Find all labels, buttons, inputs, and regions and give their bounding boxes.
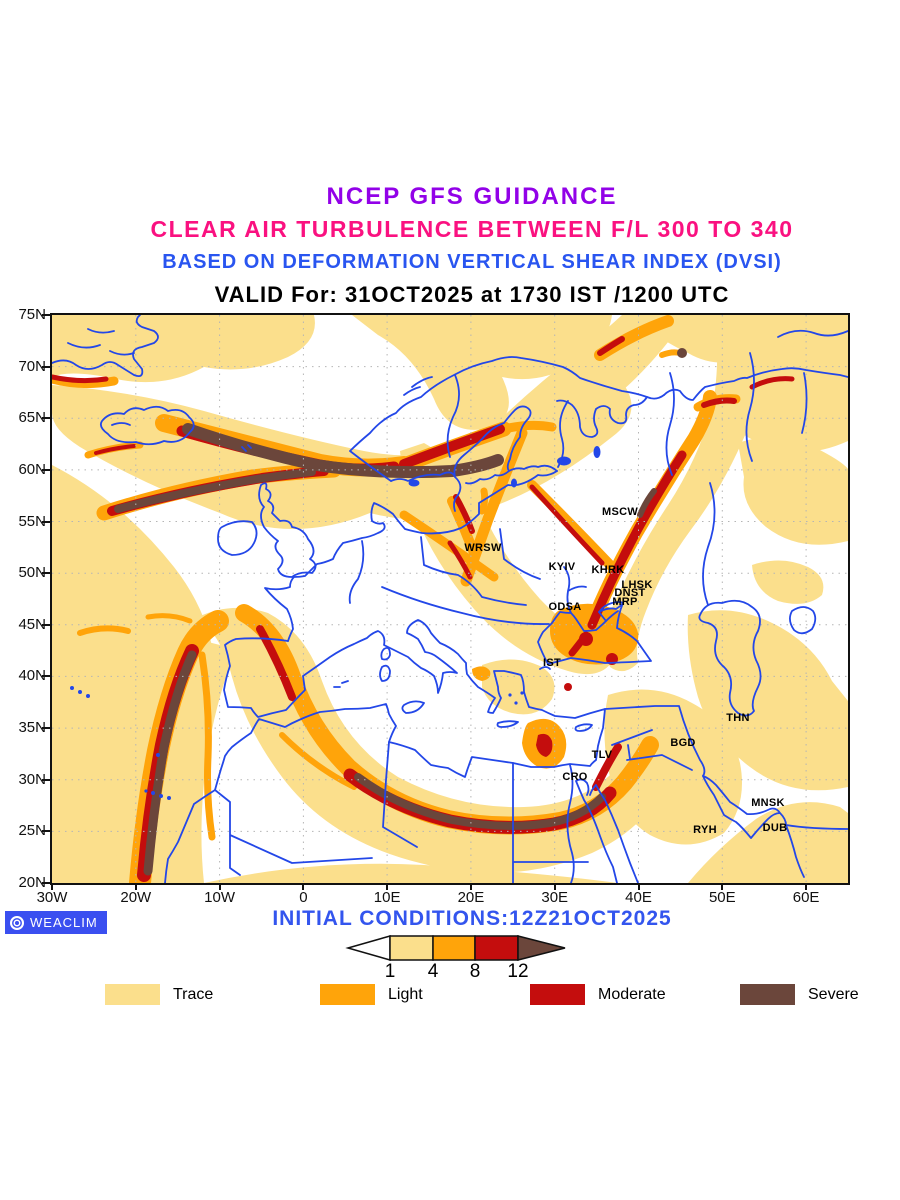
lat-tick	[42, 314, 50, 316]
lon-tick	[805, 883, 808, 890]
legend-item-light: Light	[320, 984, 423, 1005]
page-title: NCEP GFS GUIDANCE	[326, 183, 618, 210]
colorbar	[345, 935, 566, 961]
lat-axis-label: 60N	[18, 460, 46, 478]
lon-tick	[637, 883, 640, 890]
legend-swatch-severe	[740, 984, 795, 1005]
lon-axis-label: 30W	[36, 889, 68, 906]
lon-tick	[218, 883, 221, 890]
lat-tick	[42, 572, 50, 575]
lon-tick	[553, 883, 556, 890]
lat-tick	[42, 882, 50, 884]
lon-tick	[721, 883, 724, 890]
initial-conditions: INITIAL CONDITIONS:12Z21OCT2025	[272, 907, 672, 930]
logo-text: WEACLIM	[30, 915, 98, 930]
legend-swatch-moderate	[530, 984, 585, 1005]
legend-swatch-trace	[105, 984, 160, 1005]
legend-item-trace: Trace	[105, 984, 213, 1005]
lon-axis-label: 60E	[792, 889, 820, 906]
lat-tick	[42, 727, 50, 730]
lon-tick	[302, 883, 305, 890]
legend-swatch-light	[320, 984, 375, 1005]
legend-label: Moderate	[598, 985, 666, 1003]
lat-axis-label: 40N	[18, 667, 46, 685]
legend-label: Severe	[808, 985, 859, 1003]
legend-label: Trace	[173, 985, 214, 1003]
colorbar-seg-trace	[389, 935, 434, 961]
weaclim-logo: WEACLIM	[5, 911, 107, 934]
lat-tick	[42, 520, 50, 523]
lat-axis-label: 35N	[18, 719, 46, 737]
subtitle-turbulence: CLEAR AIR TURBULENCE BETWEEN F/L 300 TO …	[150, 216, 794, 242]
coastlines	[52, 315, 848, 883]
valid-time: VALID For: 31OCT2025 at 1730 IST /1200 U…	[214, 282, 730, 307]
lon-axis-label: 10W	[204, 889, 235, 906]
lat-tick	[42, 778, 50, 781]
lon-tick	[469, 883, 472, 890]
lat-tick	[42, 675, 50, 678]
severe-spots	[677, 348, 687, 358]
colorbar-seg-light	[432, 935, 476, 961]
turbulence-map	[52, 315, 848, 883]
colorbar-tick-label: 4	[427, 961, 439, 982]
lon-axis-label: 20W	[120, 889, 152, 906]
colorbar-tick-label: 1	[384, 961, 396, 982]
lon-axis-label: 50E	[708, 889, 736, 906]
lon-axis-label: 40E	[625, 889, 652, 906]
colorbar-tick-label: 8	[469, 961, 481, 982]
lat-axis-label: 70N	[18, 357, 46, 375]
subtitle-method: BASED ON DEFORMATION VERTICAL SHEAR INDE…	[162, 251, 782, 273]
lon-axis-label: 30E	[541, 889, 569, 906]
lat-axis-label: 55N	[18, 512, 46, 530]
lat-tick	[42, 623, 50, 626]
colorbar-left-arrow	[345, 935, 391, 961]
lon-axis-label: 0	[299, 889, 308, 906]
legend-item-moderate: Moderate	[530, 984, 666, 1005]
lat-axis-label: 50N	[18, 564, 46, 582]
map-frame	[50, 313, 850, 885]
colorbar-seg-moderate	[474, 935, 519, 961]
lon-axis-label: 10E	[373, 889, 401, 906]
colorbar-right-arrow	[517, 935, 566, 961]
islands-lakes	[70, 446, 601, 800]
lat-tick	[42, 468, 50, 471]
lat-axis-label: 45N	[18, 615, 46, 633]
lat-axis-label: 20N	[18, 874, 46, 891]
severe-layer	[114, 423, 657, 876]
colorbar-tick-label: 12	[507, 961, 529, 982]
lon-tick	[134, 883, 137, 890]
lat-tick	[42, 417, 50, 420]
lat-axis-label: 25N	[18, 822, 46, 840]
lon-tick	[51, 883, 53, 890]
legend-label: Light	[388, 985, 423, 1003]
lat-axis-label: 75N	[18, 306, 46, 323]
lat-axis-label: 65N	[18, 409, 46, 427]
lon-axis-label: 20E	[457, 889, 485, 906]
lat-tick	[42, 365, 50, 368]
lat-tick	[42, 830, 50, 833]
lon-tick	[386, 883, 389, 890]
legend-item-severe: Severe	[740, 984, 859, 1005]
logo-circle-icon	[10, 915, 24, 930]
lat-axis-label: 30N	[18, 770, 46, 788]
